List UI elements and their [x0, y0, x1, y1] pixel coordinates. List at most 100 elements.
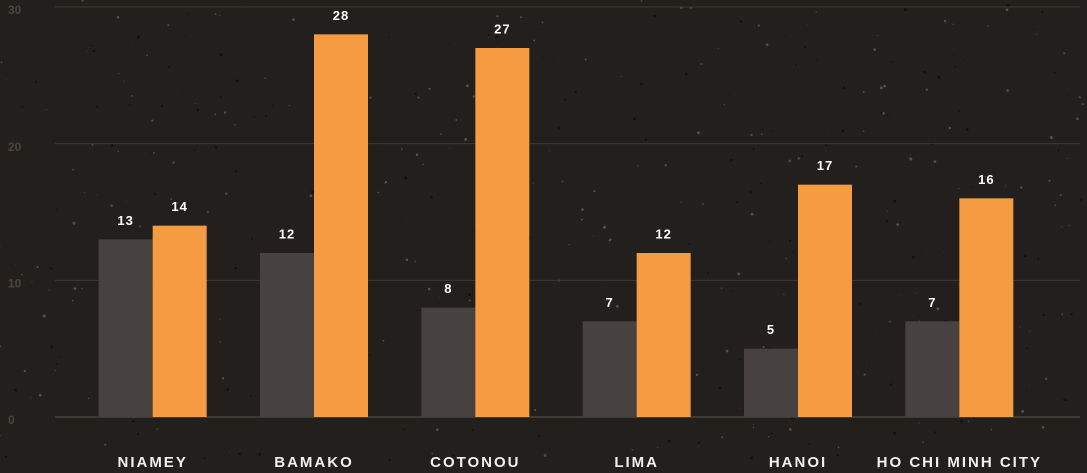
speckle [224, 176, 226, 178]
speckle [725, 349, 729, 353]
speckle [123, 80, 125, 82]
speckle [125, 201, 127, 202]
speckle [6, 78, 8, 80]
speckle [55, 370, 57, 372]
speckle [401, 217, 403, 219]
speckle [9, 101, 11, 103]
speckle [219, 341, 222, 343]
speckle [1041, 426, 1045, 429]
speckle [466, 84, 469, 88]
speckle [1048, 179, 1051, 182]
speckle [730, 158, 733, 162]
speckle [837, 446, 840, 449]
speckle [692, 435, 693, 437]
x-tick-label: BAMAKO [274, 454, 354, 471]
speckle [842, 86, 846, 90]
speckle [627, 461, 630, 463]
speckle [219, 318, 221, 320]
speckle [104, 443, 107, 446]
data-label: 12 [279, 226, 295, 241]
x-tick-label: LIMA [614, 454, 659, 471]
speckle [378, 149, 380, 150]
speckle [116, 15, 120, 19]
speckle [253, 116, 256, 118]
speckle [428, 87, 431, 90]
speckle [194, 103, 196, 104]
speckle [948, 126, 951, 130]
speckle [226, 388, 230, 392]
speckle [866, 363, 867, 365]
speckle [873, 48, 877, 51]
speckle [218, 14, 220, 16]
speckle [414, 92, 417, 96]
bar [744, 348, 798, 417]
speckle [954, 65, 956, 68]
speckle [404, 176, 408, 180]
speckle [0, 345, 2, 348]
speckle [464, 138, 468, 141]
speckle [750, 456, 753, 460]
speckle [188, 13, 190, 15]
speckle [1029, 330, 1031, 332]
speckle [160, 104, 164, 107]
speckle [472, 289, 473, 291]
speckle [91, 143, 94, 146]
speckle [15, 264, 17, 266]
data-label: 7 [928, 295, 936, 310]
speckle [311, 190, 314, 193]
speckle [14, 388, 17, 392]
speckle [264, 77, 266, 80]
speckle [81, 288, 83, 290]
speckle [721, 436, 724, 439]
speckle [702, 202, 704, 205]
speckle [943, 19, 947, 23]
speckle [30, 397, 32, 399]
speckle [128, 231, 129, 232]
speckle [739, 407, 741, 409]
speckle [533, 39, 536, 42]
speckle [697, 131, 700, 135]
speckle [933, 160, 937, 164]
speckle [21, 273, 23, 276]
speckle [495, 35, 498, 38]
speckle [31, 281, 33, 283]
speckle [1029, 385, 1030, 386]
speckle [403, 428, 406, 431]
speckle [716, 202, 718, 204]
speckle [431, 452, 433, 455]
speckle [452, 454, 455, 457]
speckle [214, 113, 217, 116]
speckle [958, 110, 960, 112]
speckle [944, 319, 947, 322]
speckle [520, 16, 523, 19]
speckle [1023, 254, 1027, 258]
speckle [584, 58, 587, 61]
y-tick-label: 10 [8, 277, 22, 291]
speckle [132, 41, 134, 43]
x-tick-label: COTONOU [430, 454, 520, 471]
speckle [618, 462, 620, 464]
speckle [984, 176, 986, 178]
speckle [377, 191, 380, 194]
speckle [59, 185, 61, 187]
speckle [789, 428, 792, 431]
speckle [878, 333, 880, 335]
speckle [1070, 379, 1072, 381]
speckle [602, 225, 606, 229]
speckle [548, 150, 550, 152]
speckle [903, 8, 907, 12]
data-label: 7 [606, 295, 614, 310]
speckle [807, 24, 809, 26]
x-tick-label: HANOI [769, 454, 827, 471]
speckle [110, 204, 113, 207]
bar [959, 198, 1014, 417]
speckle [768, 240, 770, 242]
speckle [436, 428, 439, 431]
speckle [84, 191, 85, 193]
bar [260, 253, 314, 417]
speckle [1062, 398, 1064, 401]
speckle [541, 15, 542, 16]
speckle [808, 442, 811, 445]
speckle [42, 314, 46, 318]
